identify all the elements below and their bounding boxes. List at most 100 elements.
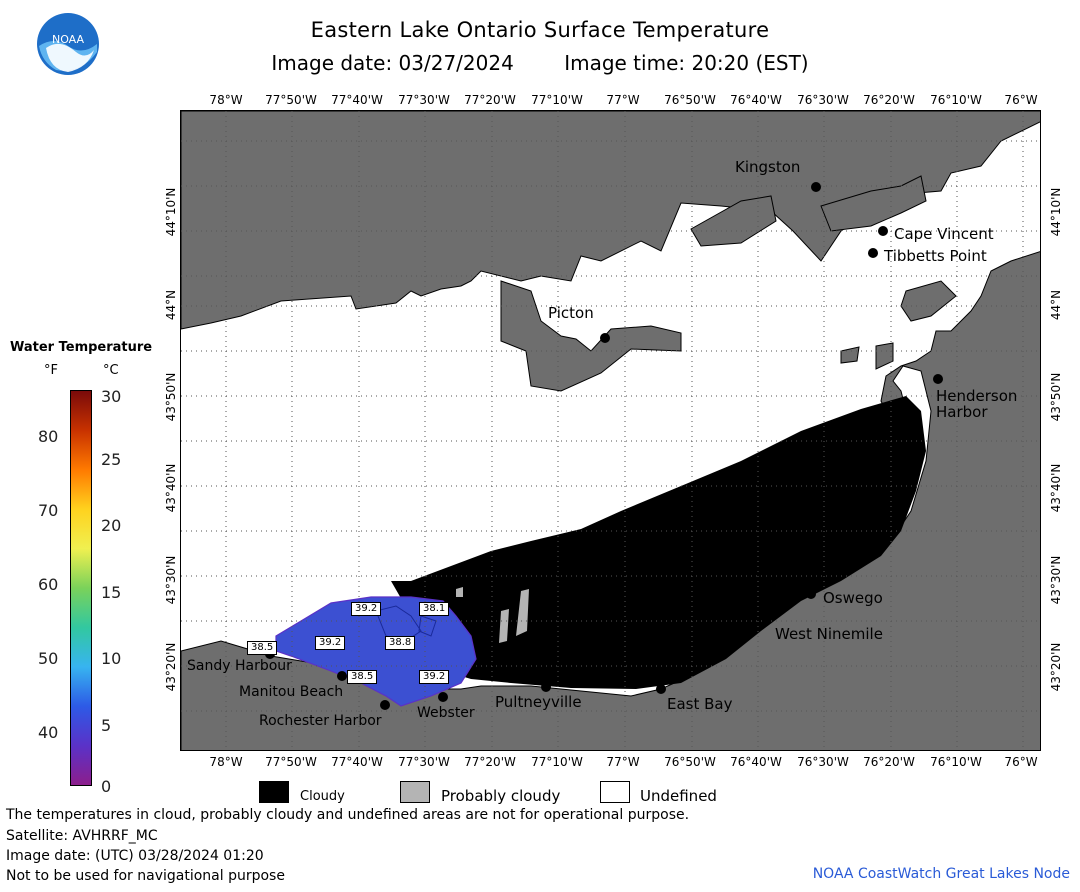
longitude-label: 76°20'W [863,755,915,769]
longitude-label: 76°30'W [797,93,849,107]
label-pultneyville: Pultneyville [495,693,582,711]
image-datetime: Image date: 03/27/2024 Image time: 20:20… [0,51,1080,75]
key-cloudy-swatch [259,781,289,803]
land-amherst-island [690,195,777,247]
temperature-label: 38.8 [385,636,416,650]
lake-map [181,111,1040,750]
latitude-label: 44°10'N [1049,187,1063,237]
label-sandy-harbour: Sandy Harbour [187,658,292,674]
label-manitou-beach: Manitou Beach [239,684,344,700]
label-oswego: Oswego [823,589,883,607]
longitude-label: 77°40'W [331,755,383,769]
temperature-label: 39.2 [351,602,382,616]
rochester-harbor-marker [380,700,390,710]
footer-note: The temperatures in cloud, probably clou… [6,807,690,823]
page-title: Eastern Lake Ontario Surface Temperature [310,18,770,42]
legend-fahrenheit-tick: 70 [38,501,59,520]
east-bay-marker [656,684,666,694]
key-cloudy-label: Cloudy [300,789,345,804]
longitude-label: 76°W [1004,93,1038,107]
temperature-label: 39.2 [419,670,450,684]
legend-title: Water Temperature [10,340,153,355]
image-date: Image date: 03/27/2024 [271,51,514,75]
footer-credit: NOAA CoastWatch Great Lakes Node [812,866,1070,882]
longitude-label: 76°40'W [730,93,782,107]
legend-colorbar [70,390,92,786]
longitude-label: 76°40'W [730,755,782,769]
legend-unit-f: °F [44,363,58,378]
land-prince-edward [500,280,682,392]
longitude-label: 77°30'W [398,755,450,769]
manitou-beach-marker [337,671,347,681]
picton-marker [600,333,610,343]
legend-celsius-tick: 25 [101,450,122,469]
latitude-label: 43°20'N [164,642,178,692]
longitude-label: 77°20'W [464,93,516,107]
latitude-label: 43°40'N [1049,463,1063,513]
image-time: Image time: 20:20 (EST) [564,51,809,75]
henderson-harbor-marker [933,374,943,384]
longitude-label: 78°W [209,755,243,769]
label-tibbetts-point: Tibbetts Point [884,247,987,265]
legend-unit-c: °C [103,363,119,378]
footer-nav-warning: Not to be used for navigational purpose [6,868,285,884]
west-ninemile-marker [761,613,771,623]
latitude-label: 43°30'N [164,555,178,605]
probably-cloudy-patch [456,587,529,643]
label-henderson: Henderson [936,387,1018,405]
temperature-region-edge [275,596,477,707]
longitude-label: 77°10'W [531,93,583,107]
longitude-label: 77°W [606,755,640,769]
label-west-ninemile: West Ninemile [775,625,883,643]
label-cape-vincent: Cape Vincent [894,225,994,243]
latitude-label: 44°N [1049,289,1063,321]
webster-marker [438,692,448,702]
latitude-label: 43°50'N [164,372,178,422]
footer-satellite: Satellite: AVHRRF_MC [6,828,158,844]
noaa-logo-icon: NOAA [37,13,99,75]
label-harbor: Harbor [936,403,988,421]
label-east-bay: East Bay [667,695,733,713]
label-kingston: Kingston [735,158,801,176]
legend-fahrenheit-tick: 60 [38,575,59,594]
longitude-label: 77°W [606,93,640,107]
longitude-label: 77°30'W [398,93,450,107]
noaa-logo: NOAA [36,12,100,76]
key-undefined-label: Undefined [640,787,717,805]
pultneyville-marker [541,682,551,692]
land-north [181,111,1040,330]
temperature-label: 38.5 [347,670,378,684]
label-webster: Webster [417,705,475,721]
oswego-marker [806,589,816,599]
legend-celsius-tick: 30 [101,387,122,406]
legend-celsius-tick: 10 [101,649,122,668]
temperature-label: 38.1 [419,602,450,616]
latitude-label: 43°30'N [1049,555,1063,605]
longitude-label: 77°20'W [464,755,516,769]
kingston-marker [811,182,821,192]
legend-celsius-tick: 5 [101,716,112,735]
label-rochester-harbor: Rochester Harbor [259,713,382,729]
cape-vincent-marker [878,226,888,236]
map-frame: Kingston Cape Vincent Tibbetts Point Pic… [180,110,1041,751]
latitude-label: 44°10'N [164,187,178,237]
logo-text: NOAA [52,33,85,46]
latitude-label: 43°20'N [1049,642,1063,692]
longitude-label: 76°10'W [930,755,982,769]
key-probably-cloudy-label: Probably cloudy [441,787,561,805]
longitude-label: 77°50'W [265,93,317,107]
longitude-label: 77°40'W [331,93,383,107]
longitude-label: 76°50'W [664,93,716,107]
latitude-label: 43°40'N [164,463,178,513]
longitude-label: 76°30'W [797,755,849,769]
latitude-label: 43°50'N [1049,372,1063,422]
legend-fahrenheit-tick: 80 [38,427,59,446]
key-probably-cloudy-swatch [400,781,430,803]
longitude-label: 77°50'W [265,755,317,769]
legend-fahrenheit-tick: 40 [38,723,59,742]
legend-celsius-tick: 0 [101,777,112,796]
longitude-label: 76°10'W [930,93,982,107]
legend-celsius-tick: 15 [101,583,122,602]
footer-utc-date: Image date: (UTC) 03/28/2024 01:20 [6,848,264,864]
latitude-label: 44°N [164,289,178,321]
